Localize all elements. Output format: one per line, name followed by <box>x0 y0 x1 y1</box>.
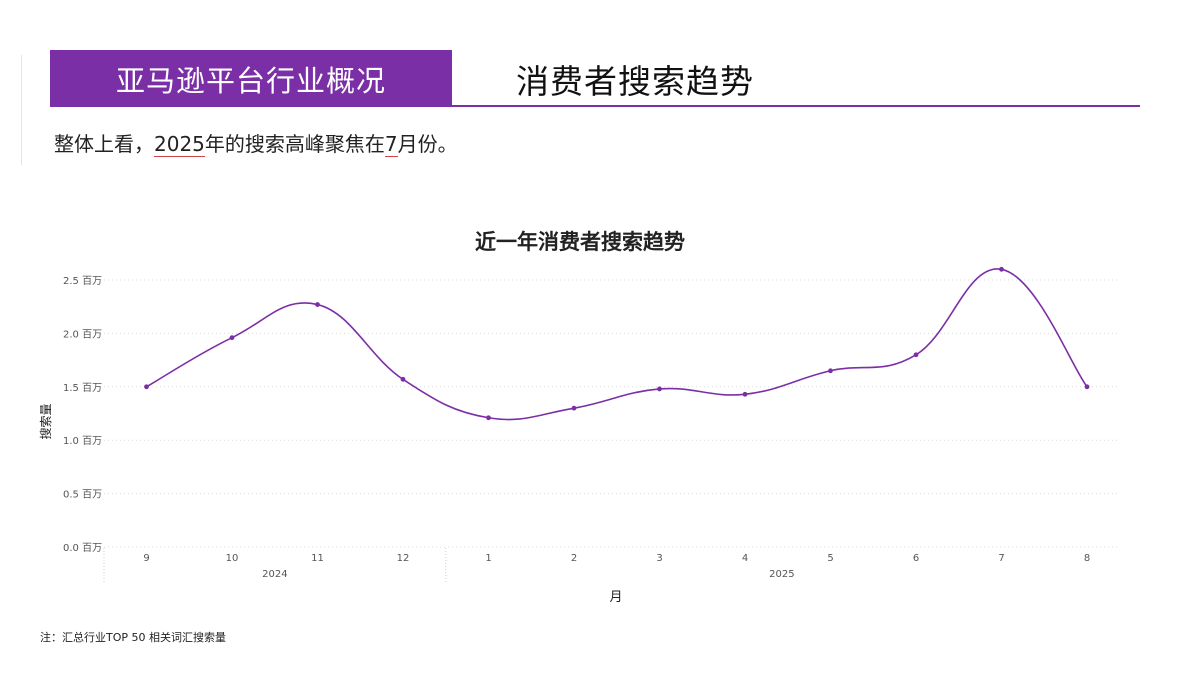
x-tick-label: 7 <box>998 553 1004 564</box>
x-tick-label: 2 <box>571 553 577 564</box>
data-point <box>913 352 919 358</box>
x-tick-label: 10 <box>226 553 239 564</box>
data-point <box>400 376 406 382</box>
section-label: 亚马逊平台行业概况 <box>50 50 452 107</box>
y-tick-label: 2.0 百万 <box>63 328 102 340</box>
x-tick-label: 8 <box>1084 553 1090 564</box>
left-divider <box>21 55 22 165</box>
chart-title: 近一年消费者搜索趋势 <box>475 230 685 254</box>
x-tick-label: 9 <box>143 553 149 564</box>
page-title: 消费者搜索趋势 <box>516 62 754 101</box>
summary-prefix: 整体上看， <box>54 132 154 156</box>
x-tick-label: 4 <box>742 553 748 564</box>
data-point <box>571 405 577 411</box>
y-tick-label: 1.5 百万 <box>63 382 102 394</box>
x-group-label: 2025 <box>769 569 794 580</box>
data-point <box>999 266 1004 272</box>
summary-year: 2025 <box>154 132 205 157</box>
summary-middle: 年的搜索高峰聚焦在 <box>204 132 385 156</box>
y-tick-label: 2.5 百万 <box>63 275 102 287</box>
data-point <box>1084 384 1090 390</box>
x-tick-label: 6 <box>913 553 919 564</box>
y-axis-label: 搜索量 <box>38 403 53 439</box>
x-tick-label: 12 <box>397 553 410 564</box>
summary-month: 7 <box>384 132 398 157</box>
x-axis-label: 月 <box>609 590 622 605</box>
data-point <box>229 335 235 341</box>
data-point <box>657 386 662 392</box>
x-tick-label: 5 <box>827 553 833 564</box>
data-point <box>144 384 149 390</box>
data-point <box>828 368 833 374</box>
section-label-text: 亚马逊平台行业概况 <box>115 63 386 98</box>
x-tick-label: 1 <box>485 553 491 564</box>
y-tick-label: 1.0 百万 <box>63 435 102 447</box>
summary-text: 整体上看，2025年的搜索高峰聚焦在7月份。 <box>54 128 458 157</box>
x-group-label: 2024 <box>262 569 287 580</box>
y-tick-label: 0.5 百万 <box>63 489 102 501</box>
series-line <box>146 268 1088 421</box>
data-point <box>315 302 320 307</box>
header-underline <box>50 105 1140 107</box>
summary-suffix: 月份。 <box>397 132 458 156</box>
y-tick-label: 0.0 百万 <box>63 542 102 554</box>
data-point <box>486 415 491 421</box>
footnote: 注：汇总行业TOP 50 相关词汇搜索量 <box>40 631 226 644</box>
x-tick-label: 3 <box>656 553 662 564</box>
x-tick-label: 11 <box>311 553 324 564</box>
data-point <box>742 391 748 397</box>
